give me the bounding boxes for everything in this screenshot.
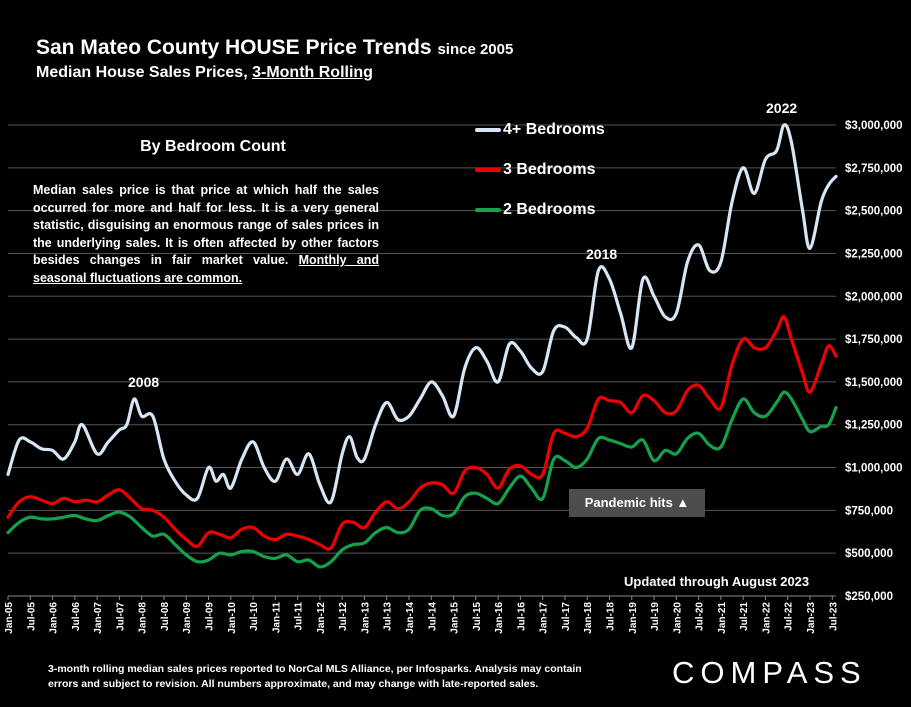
pandemic-callout: Pandemic hits ▲ [569, 489, 705, 517]
y-tick-label: $1,000,000 [845, 463, 903, 475]
x-tick-label: Jul-07 [115, 602, 126, 631]
annotation-2022: 2022 [766, 100, 798, 116]
subtitle-underlined: 3-Month Rolling [252, 64, 373, 81]
legend-label-2-bedrooms: 2 Bedrooms [503, 201, 596, 218]
x-tick-label: Jul-16 [516, 602, 527, 631]
legend-swatch-4-bedrooms [475, 127, 501, 132]
x-tick-label: Jul-20 [695, 602, 706, 631]
legend-swatch-2-bedrooms [475, 207, 501, 212]
y-tick-label: $3,000,000 [845, 120, 903, 132]
x-tick-label: Jul-21 [739, 602, 750, 631]
y-tick-label: $1,750,000 [845, 334, 903, 346]
legend-item-4-bedrooms: 4+ Bedrooms [475, 121, 605, 141]
y-tick-label: $2,250,000 [845, 248, 903, 260]
y-tick-label: $1,500,000 [845, 377, 903, 389]
series-line-4-bedrooms [6, 123, 838, 505]
chart-subtitle: Median House Sales Prices, 3-Month Rolli… [36, 64, 373, 82]
series-lines [6, 123, 838, 569]
footnote-line-2: errors and subject to revision. All numb… [48, 678, 539, 690]
note-body-underlined: Monthly and seasonal fluctuations are co… [33, 253, 379, 285]
y-tick-label: $250,000 [845, 591, 893, 603]
x-tick-label: Jan-09 [182, 602, 193, 634]
x-axis-ticks: Jan-05 Jul-05 Jan-06 Jul-06 Jan-07 Jul-07 Jan-… [4, 596, 839, 634]
subtitle-main: Median House Sales Prices, [36, 64, 253, 81]
updated-note: Updated through August 2023 [624, 574, 810, 589]
x-tick-label: Jan-11 [271, 602, 282, 634]
note-body-main: Median sales price is that price at whic… [33, 183, 379, 267]
x-tick-label: Jan-18 [583, 602, 594, 634]
x-tick-label: Jan-07 [93, 602, 104, 634]
y-tick-label: $2,000,000 [845, 291, 903, 303]
title-main: San Mateo County HOUSE Price Trends [36, 36, 432, 59]
y-tick-label: $500,000 [845, 548, 893, 560]
x-tick-label: Jan-13 [360, 602, 371, 634]
x-tick-label: Jan-19 [628, 602, 639, 634]
note-body: Median sales price is that price at whic… [33, 182, 379, 287]
footnote: 3-month rolling median sales prices repo… [48, 662, 648, 692]
annotation-2008: 2008 [128, 374, 160, 390]
legend-swatch-3-bedrooms [475, 167, 501, 172]
x-tick-label: Jul-17 [561, 602, 572, 631]
note-heading: By Bedroom Count [140, 138, 286, 155]
x-tick-label: Jan-06 [49, 602, 60, 634]
x-tick-label: Jan-22 [761, 602, 772, 634]
x-tick-label: Jan-12 [316, 602, 327, 634]
annotation-2018: 2018 [586, 246, 618, 262]
x-tick-label: Jul-23 [828, 602, 839, 631]
y-axis-ticks: $250,000 $500,000 $750,000 $1,000,000 $1,250… [845, 120, 903, 603]
y-tick-label: $2,750,000 [845, 163, 903, 175]
x-tick-label: Jan-20 [672, 602, 683, 634]
x-tick-label: Jan-15 [450, 602, 461, 634]
x-tick-label: Jan-14 [405, 602, 416, 634]
x-tick-label: Jul-05 [26, 602, 37, 631]
x-tick-label: Jul-19 [650, 602, 661, 631]
x-tick-label: Jul-09 [205, 602, 216, 631]
x-tick-label: Jan-17 [539, 602, 550, 634]
series-line-2-bedrooms [6, 390, 838, 569]
footnote-line-1: 3-month rolling median sales prices repo… [48, 663, 582, 675]
x-tick-label: Jul-12 [338, 602, 349, 631]
y-tick-label: $750,000 [845, 505, 893, 517]
x-tick-label: Jul-14 [427, 602, 438, 631]
x-tick-label: Jul-06 [71, 602, 82, 631]
legend-item-3-bedrooms: 3 Bedrooms [475, 161, 595, 181]
x-tick-label: Jan-05 [4, 602, 15, 634]
grid-lines [8, 124, 836, 597]
y-tick-label: $1,250,000 [845, 420, 903, 432]
x-tick-label: Jan-16 [494, 602, 505, 634]
x-tick-label: Jan-23 [806, 602, 817, 634]
x-tick-label: Jul-13 [383, 602, 394, 631]
x-tick-label: Jul-18 [606, 602, 617, 631]
x-tick-label: Jul-08 [160, 602, 171, 631]
x-tick-label: Jul-10 [249, 602, 260, 631]
pandemic-label: Pandemic hits ▲ [584, 495, 690, 510]
legend-label-4-bedrooms: 4+ Bedrooms [503, 121, 605, 138]
legend-label-3-bedrooms: 3 Bedrooms [503, 161, 596, 178]
x-tick-label: Jul-15 [472, 602, 483, 631]
x-tick-label: Jan-10 [227, 602, 238, 634]
title-since: since 2005 [437, 41, 514, 58]
compass-logo: COMPASS [672, 655, 867, 690]
legend-item-2-bedrooms: 2 Bedrooms [475, 201, 595, 221]
y-tick-label: $2,500,000 [845, 206, 903, 218]
x-tick-label: Jul-11 [294, 602, 305, 631]
chart-title: San Mateo County HOUSE Price Trends sinc… [36, 36, 513, 60]
series-line-3-bedrooms [6, 315, 838, 551]
x-tick-label: Jan-08 [138, 602, 149, 634]
x-tick-label: Jul-22 [784, 602, 795, 631]
x-tick-label: Jan-21 [717, 602, 728, 634]
